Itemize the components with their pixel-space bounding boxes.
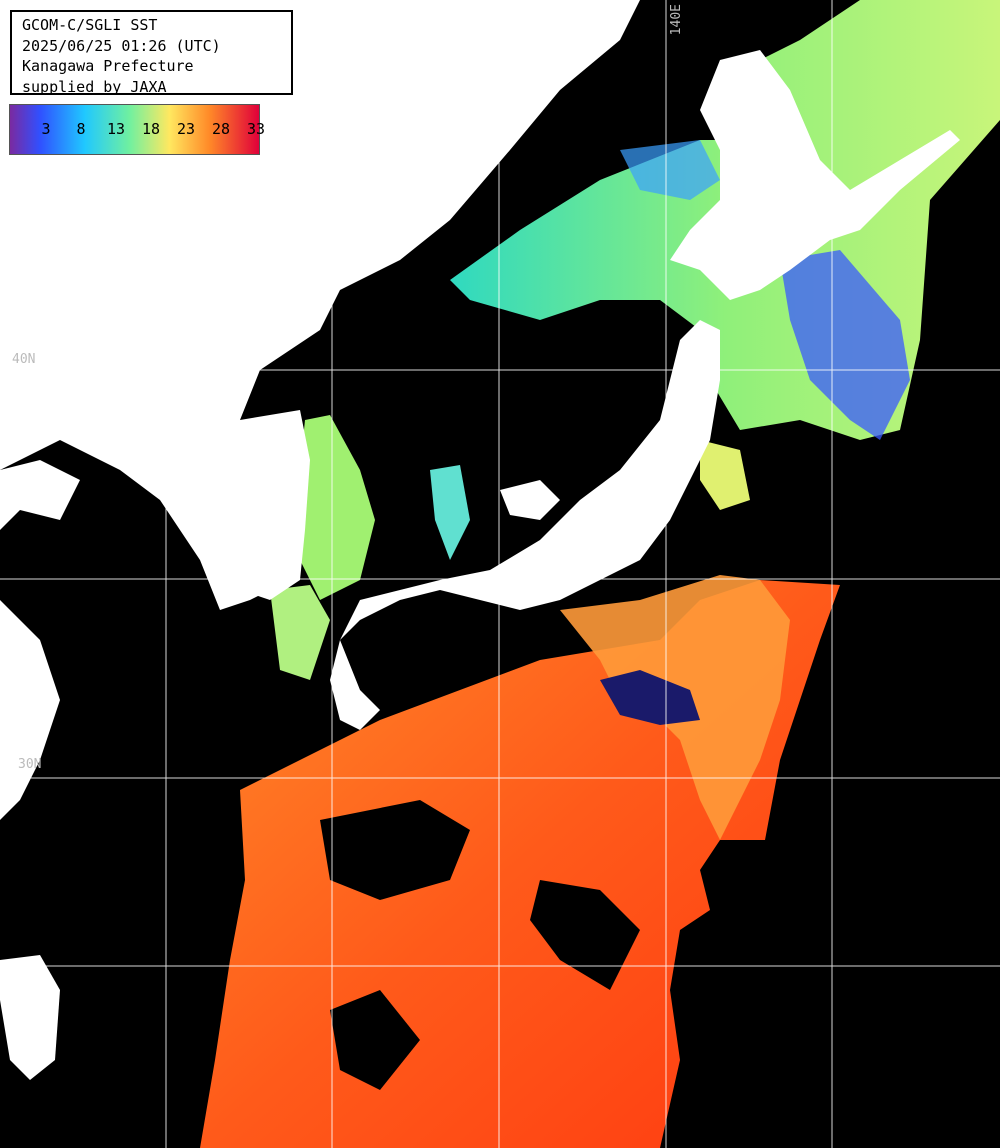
product-title: GCOM-C/SGLI SST (22, 16, 158, 34)
lon-label-140e: 140E (669, 4, 684, 36)
credit-text: supplied by JAXA (22, 77, 167, 96)
legend-tick-label: 28 (211, 120, 231, 138)
sst-swath-south (200, 575, 840, 1148)
lat-label-40n: 40N (12, 352, 36, 367)
legend-tick-label: 13 (106, 120, 126, 138)
observation-time: 2025/06/25 01:26 (UTC) (22, 36, 221, 55)
legend-tick-label: 33 (246, 120, 266, 138)
lat-label-30n: 30N (18, 757, 42, 772)
land-japan (330, 50, 960, 730)
legend-tick-label: 3 (41, 120, 51, 138)
land-korea (230, 410, 310, 600)
info-box: GCOM-C/SGLI SST 2025/06/25 01:26 (UTC) K… (10, 10, 293, 96)
legend-tick-label: 18 (141, 120, 161, 138)
legend-tick-label: 8 (76, 120, 86, 138)
color-scale-legend: 3 8 13 18 23 28 33 (9, 104, 265, 155)
legend-tick-label: 23 (176, 120, 196, 138)
color-scale-labels: 3 8 13 18 23 28 33 (10, 105, 265, 154)
color-scale-bar (10, 105, 259, 154)
region-name: Kanagawa Prefecture (22, 57, 194, 75)
